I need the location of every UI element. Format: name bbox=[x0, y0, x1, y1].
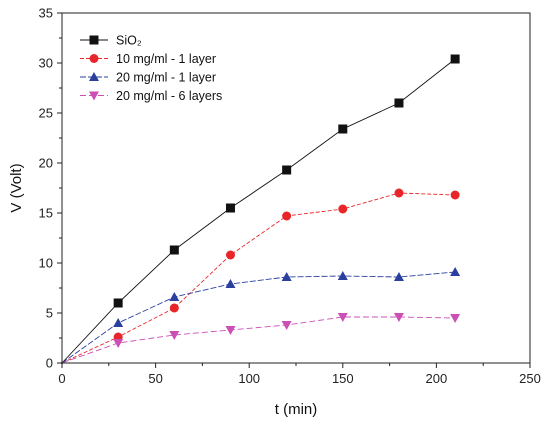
data-point bbox=[450, 267, 461, 276]
legend-marker bbox=[89, 35, 99, 45]
data-point bbox=[337, 313, 348, 322]
legend-label: 10 mg/ml - 1 layer bbox=[116, 52, 216, 66]
legend-entry: 10 mg/ml - 1 layer bbox=[80, 52, 216, 66]
y-tick-label: 0 bbox=[46, 356, 53, 371]
data-point bbox=[169, 331, 180, 340]
legend-label: SiO₂ bbox=[116, 34, 142, 48]
data-point bbox=[225, 250, 235, 260]
series-line bbox=[61, 58, 456, 364]
data-point bbox=[393, 272, 404, 281]
y-tick-label: 5 bbox=[46, 306, 53, 321]
data-point bbox=[282, 165, 292, 175]
x-tick-label: 250 bbox=[519, 371, 541, 386]
x-axis-label: t (min) bbox=[275, 401, 318, 418]
data-point bbox=[450, 190, 460, 200]
legend-marker bbox=[89, 72, 99, 81]
y-axis-label: V (Volt) bbox=[8, 163, 25, 212]
legend-marker bbox=[89, 91, 99, 101]
x-tick-label: 100 bbox=[238, 371, 260, 386]
data-point bbox=[394, 188, 404, 198]
series-line bbox=[61, 192, 456, 364]
data-point bbox=[450, 314, 461, 323]
data-point bbox=[113, 298, 123, 308]
data-point bbox=[169, 303, 179, 313]
data-point bbox=[169, 292, 180, 301]
y-tick-label: 30 bbox=[39, 56, 53, 71]
data-point bbox=[225, 326, 236, 335]
legend-entry: SiO₂ bbox=[80, 34, 142, 48]
series-line bbox=[61, 316, 456, 364]
data-point bbox=[338, 124, 348, 134]
data-point bbox=[113, 318, 124, 327]
legend-entry: 20 mg/ml - 1 layer bbox=[80, 71, 216, 85]
data-point bbox=[393, 313, 404, 322]
legend-label: 20 mg/ml - 6 layers bbox=[116, 89, 222, 103]
legend: SiO₂ 10 mg/ml - 1 layer 20 mg/ml - 1 layer… bbox=[80, 34, 222, 103]
y-tick-label: 20 bbox=[39, 156, 53, 171]
x-tick-label: 150 bbox=[332, 371, 354, 386]
legend-marker bbox=[89, 54, 99, 63]
series-line bbox=[61, 271, 456, 364]
data-point bbox=[281, 272, 292, 281]
y-tick-label: 10 bbox=[39, 256, 53, 271]
data-point bbox=[450, 54, 460, 64]
series-1 bbox=[60, 54, 460, 365]
series-4 bbox=[60, 313, 461, 365]
legend-label: 20 mg/ml - 1 layer bbox=[116, 71, 216, 85]
y-tick-label: 15 bbox=[39, 206, 53, 221]
data-point bbox=[281, 321, 292, 330]
y-tick-label: 25 bbox=[39, 106, 53, 121]
data-point bbox=[225, 279, 236, 288]
data-point bbox=[282, 211, 292, 221]
x-tick-label: 200 bbox=[426, 371, 448, 386]
x-tick-label: 0 bbox=[58, 371, 65, 386]
data-point bbox=[394, 98, 404, 108]
data-point bbox=[338, 204, 348, 214]
data-point bbox=[337, 271, 348, 280]
x-tick-label: 50 bbox=[148, 371, 162, 386]
data-point bbox=[169, 245, 179, 255]
series-3 bbox=[60, 267, 461, 365]
data-point bbox=[225, 203, 235, 213]
series-2 bbox=[60, 188, 460, 365]
legend-entry: 20 mg/ml - 6 layers bbox=[80, 89, 222, 103]
y-tick-label: 35 bbox=[39, 6, 53, 21]
data-point bbox=[113, 339, 124, 348]
